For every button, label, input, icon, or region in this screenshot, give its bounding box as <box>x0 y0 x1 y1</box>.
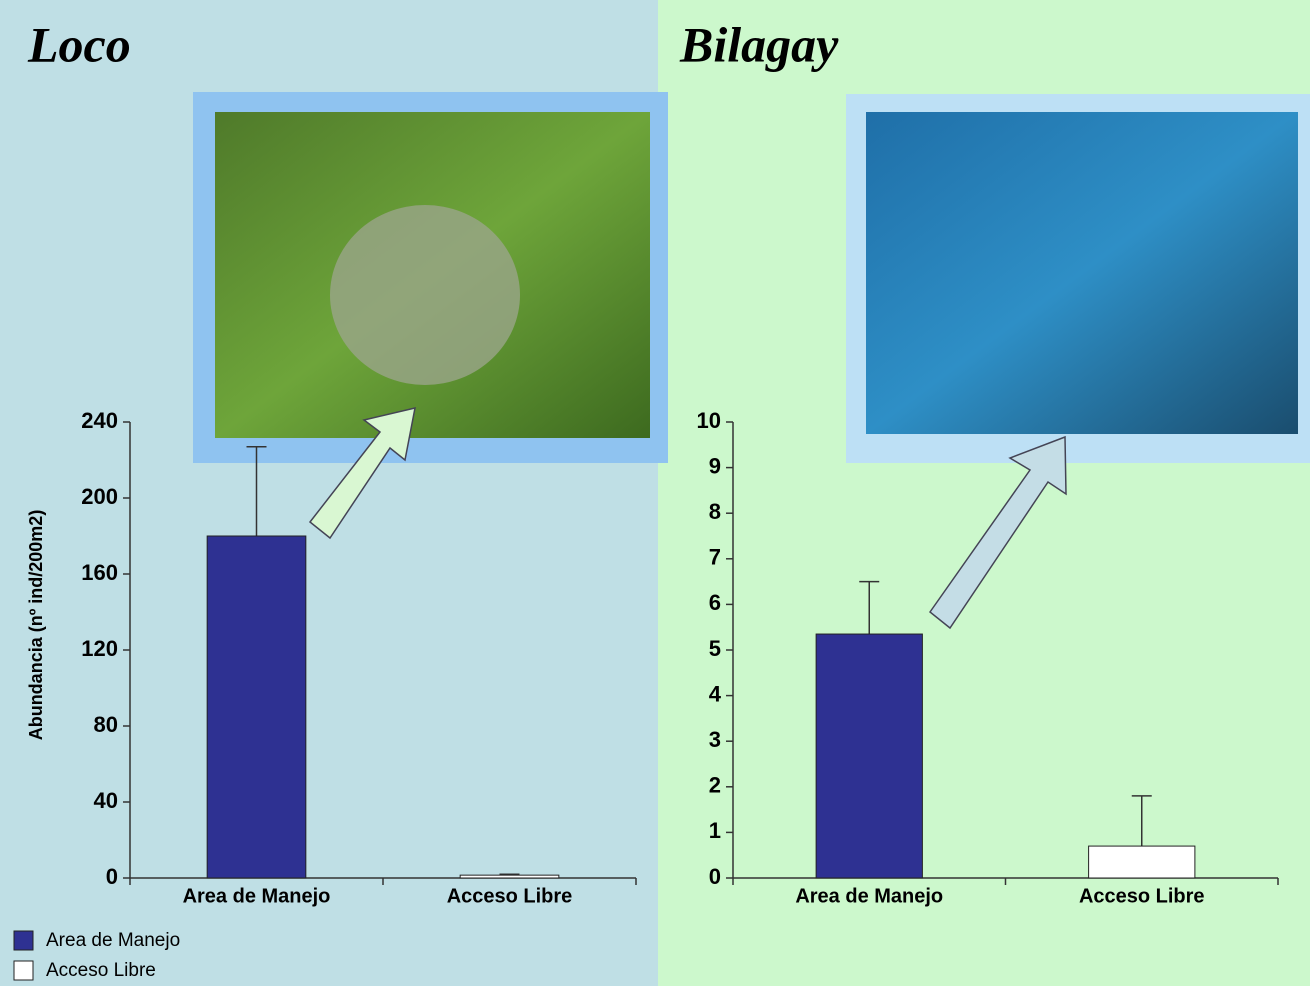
x-tick-label: Acceso Libre <box>447 885 573 907</box>
y-tick-label: 8 <box>709 499 721 524</box>
y-tick-label: 40 <box>94 788 118 813</box>
chart-title: Bilagay <box>679 16 839 72</box>
y-tick-label: 4 <box>709 681 722 706</box>
y-tick-label: 10 <box>697 408 721 433</box>
y-tick-label: 240 <box>81 408 118 433</box>
chart-title: Loco <box>27 16 131 72</box>
y-tick-label: 0 <box>709 864 721 889</box>
y-tick-label: 160 <box>81 560 118 585</box>
bar <box>460 875 559 878</box>
y-tick-label: 7 <box>709 545 721 570</box>
y-tick-label: 200 <box>81 484 118 509</box>
y-tick-label: 5 <box>709 636 721 661</box>
legend-label: Acceso Libre <box>46 960 156 981</box>
x-tick-label: Area de Manejo <box>795 885 943 907</box>
x-tick-label: Acceso Libre <box>1079 885 1205 907</box>
bar <box>1089 846 1195 878</box>
photo-bilagay <box>866 112 1298 434</box>
bar <box>816 634 922 878</box>
page: Loco Bilagay Abundancia (nº ind/200m2) 0… <box>0 0 1310 986</box>
y-tick-label: 120 <box>81 636 118 661</box>
legend-swatch <box>14 961 33 980</box>
y-tick-label: 3 <box>709 727 721 752</box>
photo-shell <box>330 205 520 385</box>
y-tick-label: 80 <box>94 712 118 737</box>
y-tick-label: 6 <box>709 590 721 615</box>
x-tick-label: Area de Manejo <box>183 885 331 907</box>
y-tick-label: 1 <box>709 818 721 843</box>
legend-label: Area de Manejo <box>46 930 180 951</box>
y-tick-label: 2 <box>709 773 721 798</box>
bar <box>207 536 306 878</box>
y-tick-label: 0 <box>106 864 118 889</box>
legend-swatch <box>14 931 33 950</box>
y-tick-label: 9 <box>709 453 721 478</box>
y-axis-label: Abundancia (nº ind/200m2) <box>26 510 46 741</box>
